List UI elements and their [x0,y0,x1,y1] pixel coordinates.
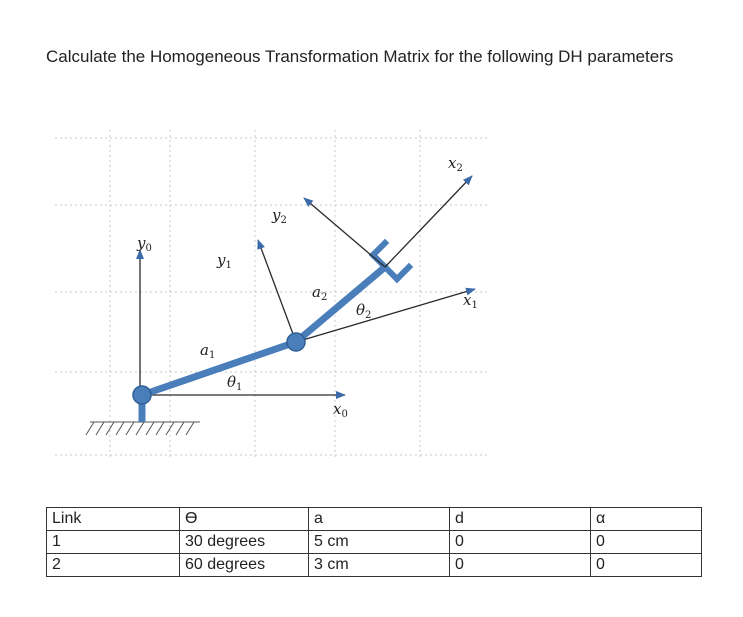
header-theta: ϴ [179,507,309,531]
label-theta1: θ1 [227,373,242,393]
cell-alpha: 0 [590,530,702,554]
label-theta2: θ2 [356,301,371,321]
cell-theta: 60 degrees [179,553,309,577]
cell-a: 3 cm [308,553,450,577]
label-y1: y1 [216,251,232,271]
header-a: a [308,507,450,531]
label-y0: y0 [136,234,152,254]
cell-a: 5 cm [308,530,450,554]
label-x0: x0 [333,400,348,420]
joint-2 [286,332,306,352]
cell-theta: 30 degrees [179,530,309,554]
header-link: Link [46,507,180,531]
table-row: 2 60 degrees 3 cm 0 0 [46,553,702,577]
cell-d: 0 [449,530,591,554]
link-2 [292,263,389,346]
label-y2: y2 [271,206,287,226]
cell-link: 2 [46,553,180,577]
table-header-row: Link ϴ a d α [46,507,702,531]
label-a2: a2 [312,283,327,303]
y2-axis [303,197,386,268]
y1-axis [257,239,297,343]
label-a1: a1 [200,341,215,361]
question-text: Calculate the Homogeneous Transformation… [46,47,674,66]
header-d: d [449,507,591,531]
label-x1: x1 [463,291,478,311]
x2-axis [384,175,473,268]
joint-1 [132,385,152,405]
cell-link: 1 [46,530,180,554]
table-row: 1 30 degrees 5 cm 0 0 [46,530,702,554]
x1-axis [295,287,476,343]
link-1 [138,338,300,399]
label-x2: x2 [448,154,463,174]
cell-d: 0 [449,553,591,577]
background-grid [55,130,488,458]
ground-hatching [85,421,200,436]
header-alpha: α [590,507,702,531]
cell-alpha: 0 [590,553,702,577]
dh-parameter-table: Link ϴ a d α 1 30 degrees 5 cm 0 0 2 60 … [46,507,702,577]
